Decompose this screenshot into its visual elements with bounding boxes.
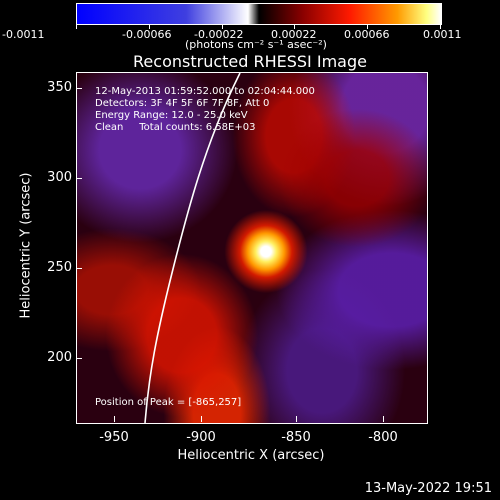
- image-raster: [77, 73, 427, 423]
- colorbar-label: 0.00066: [344, 28, 390, 41]
- colorbar-tick: [440, 24, 441, 29]
- y-tick-label: 200: [47, 350, 72, 365]
- x-tick: [383, 416, 384, 422]
- colorbar-label: -0.0011: [2, 28, 45, 41]
- colorbar-label: -0.00066: [122, 28, 172, 41]
- y-tick: [76, 268, 82, 269]
- x-tick-label: -800: [368, 430, 398, 445]
- y-tick-label: 300: [47, 170, 72, 185]
- generated-timestamp: 13-May-2022 19:51: [364, 481, 492, 496]
- colorbar-unit: (photons cm⁻² s⁻¹ asec⁻²): [185, 38, 327, 51]
- info-detectors: Detectors: 3F 4F 5F 6F 7F 8F, Att 0: [95, 98, 270, 109]
- colorbar-label: 0.0011: [423, 28, 462, 41]
- colorbar-tick: [222, 24, 223, 29]
- y-axis-title: Heliocentric Y (arcsec): [18, 172, 34, 319]
- x-axis-title: Heliocentric X (arcsec): [177, 448, 325, 463]
- y-tick-label: 250: [47, 260, 72, 275]
- y-tick: [76, 88, 82, 89]
- image-title: Reconstructed RHESSI Image: [133, 52, 367, 71]
- colorbar-label: 0.00022: [271, 28, 317, 41]
- x-tick: [114, 416, 115, 422]
- colorbar-tick: [149, 24, 150, 29]
- colorbar: [76, 3, 442, 25]
- y-tick: [76, 358, 82, 359]
- colorbar-label: -0.00022: [194, 28, 244, 41]
- info-time-range: 12-May-2013 01:59:52.000 to 02:04:44.000: [95, 86, 315, 97]
- y-tick: [76, 178, 82, 179]
- rhessi-image: 12-May-2013 01:59:52.000 to 02:04:44.000…: [76, 72, 428, 424]
- info-counts: Clean Total counts: 6.58E+03: [95, 122, 256, 133]
- colorbar-tick: [76, 24, 77, 29]
- colorbar-tick: [294, 24, 295, 29]
- x-tick-label: -850: [281, 430, 311, 445]
- x-tick: [201, 416, 202, 422]
- peak-position: Position of Peak = [-865,257]: [95, 397, 242, 408]
- y-tick-label: 350: [47, 80, 72, 95]
- x-tick: [296, 416, 297, 422]
- x-tick-label: -900: [186, 430, 216, 445]
- info-energy-range: Energy Range: 12.0 - 25.0 keV: [95, 110, 248, 121]
- colorbar-tick: [367, 24, 368, 29]
- x-tick-label: -950: [99, 430, 129, 445]
- limb-curve: [144, 73, 241, 423]
